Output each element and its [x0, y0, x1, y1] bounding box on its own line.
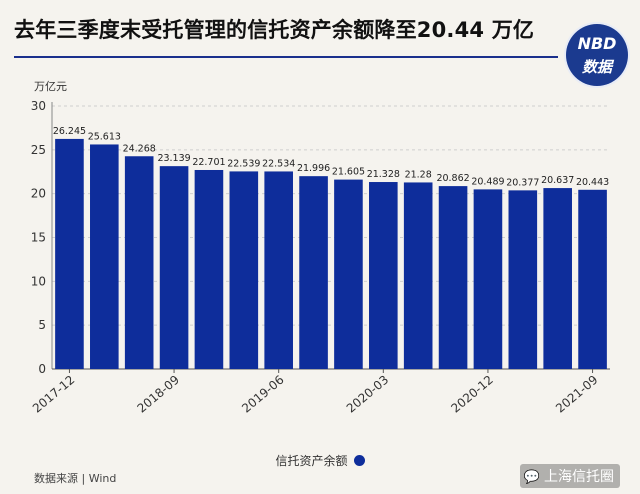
x-tick-label: 2019-06 — [239, 373, 286, 416]
y-tick-label: 30 — [31, 99, 46, 113]
bar — [159, 166, 189, 369]
y-tick-label: 15 — [31, 231, 46, 245]
chart-title: 去年三季度末受托管理的信托资产余额降至20.44 万亿 — [14, 18, 535, 42]
x-tick-label: 2017-12 — [30, 373, 77, 416]
data-label: 21.996 — [297, 163, 330, 174]
title-underline — [14, 56, 558, 58]
y-tick-label: 5 — [38, 318, 46, 332]
y-tick-label: 10 — [31, 274, 46, 288]
logo-text-data: 数据 — [581, 58, 612, 76]
bar — [264, 171, 293, 369]
legend-swatch-icon — [353, 455, 365, 466]
data-label: 20.637 — [541, 175, 574, 186]
chart-legend: 信托资产余额 — [0, 452, 640, 469]
bar — [403, 182, 433, 369]
data-label: 25.613 — [88, 131, 121, 142]
bar — [473, 189, 503, 369]
x-tick-label: 2018-09 — [135, 373, 182, 416]
logo-text-nbd: NBD — [577, 34, 617, 53]
brand-name: 上海信托圈 — [544, 469, 614, 485]
data-label: 26.245 — [53, 126, 86, 137]
data-label: 21.328 — [367, 169, 400, 180]
data-label: 22.539 — [227, 158, 260, 169]
x-tick-label: 2020-03 — [344, 373, 391, 416]
data-source: 数据来源 | Wind — [34, 472, 117, 485]
x-tick-label: 2021-09 — [553, 373, 600, 416]
data-label: 20.377 — [506, 177, 539, 188]
data-label: 22.534 — [262, 158, 295, 169]
bar — [578, 189, 607, 369]
y-tick-label: 25 — [31, 143, 46, 157]
wechat-icon: 💬 — [523, 470, 540, 485]
bar — [55, 138, 84, 369]
y-tick-label: 0 — [38, 362, 46, 376]
bar — [334, 179, 363, 369]
bar — [90, 144, 119, 369]
data-label: 21.28 — [405, 169, 432, 180]
bar — [369, 182, 398, 369]
data-label: 20.489 — [471, 176, 504, 187]
y-axis-unit-label: 万亿元 — [34, 80, 67, 93]
bar — [124, 156, 154, 369]
data-label: 22.701 — [192, 157, 225, 168]
bar — [438, 186, 468, 369]
data-label: 21.605 — [332, 167, 365, 178]
bar — [299, 176, 328, 369]
data-label: 23.139 — [157, 153, 190, 164]
data-label: 24.268 — [123, 143, 156, 154]
y-tick-label: 20 — [31, 187, 46, 201]
bar — [229, 171, 259, 369]
x-tick-label: 2020-12 — [448, 373, 495, 416]
data-label: 20.443 — [576, 177, 609, 188]
legend-label: 信托资产余额 — [275, 454, 348, 468]
bar — [508, 190, 538, 369]
data-label: 20.862 — [436, 173, 469, 184]
bar — [543, 188, 572, 369]
bar — [194, 169, 224, 369]
nbd-logo: NBD 数据 — [566, 24, 628, 86]
wechat-brand-badge: 💬 上海信托圈 — [519, 464, 620, 488]
